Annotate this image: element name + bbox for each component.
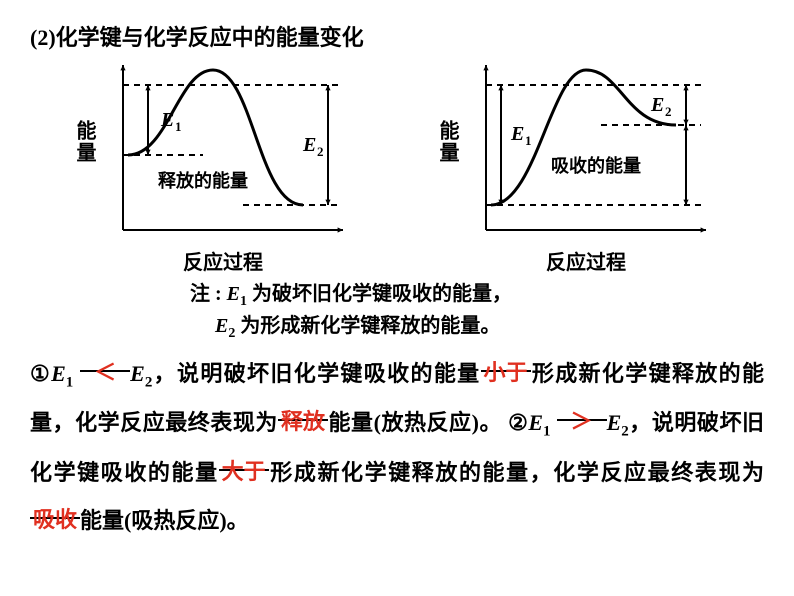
blank-p1-3: 释放	[278, 399, 328, 421]
blank-p2-cmp: ＞	[557, 399, 607, 421]
note-e1-sub: 1	[240, 294, 247, 309]
p2-t2: 形成新化学键释放的能量，化学反应最终表现为	[269, 460, 764, 485]
svg-text:2: 2	[317, 144, 324, 159]
svg-text:1: 1	[525, 133, 532, 148]
item-1-num: ①	[30, 361, 51, 386]
blank-p2-3: 吸收	[30, 497, 80, 519]
item-2-num: ②	[508, 410, 528, 435]
svg-text:E: E	[510, 123, 524, 145]
p2-e1: E	[528, 410, 543, 435]
p2-e1s: 1	[543, 424, 551, 440]
p2-e2: E	[607, 410, 622, 435]
p1-t3: 能量(放热反应)。	[328, 410, 502, 435]
p1-e1: E	[51, 361, 66, 386]
svg-text:2: 2	[665, 104, 672, 119]
chart-1-ylabel: 能量	[70, 120, 99, 164]
chart-2-wrap: 能量 E1E2吸收的能量 反应过程	[433, 60, 706, 275]
blank-p1-cmp: ＜	[80, 350, 130, 372]
note-e2: E	[215, 315, 228, 337]
chart-2-svg: E1E2吸收的能量	[466, 60, 706, 240]
chart-1-svg: E1E2释放的能量	[103, 60, 343, 240]
body-text: ①E1 ＜E2，说明破坏旧化学键吸收的能量小于形成新化学键释放的能量，化学反应最…	[30, 350, 764, 546]
chart-1-xlabel: 反应过程	[183, 246, 263, 275]
fill-p1-cmp: ＜	[94, 360, 116, 385]
svg-text:1: 1	[175, 119, 182, 134]
chart-1: E1E2释放的能量 反应过程	[103, 60, 343, 275]
blank-p2-2: 大于	[219, 449, 269, 471]
note-prefix: 注 :	[190, 283, 227, 305]
note-line2-text: 为形成新化学键释放的能量。	[235, 315, 500, 337]
charts-container: 能量 E1E2释放的能量 反应过程 能量 E1E2吸收的能量 反应过程	[70, 60, 706, 275]
chart-2-xlabel: 反应过程	[546, 246, 626, 275]
note-e1: E	[227, 283, 240, 305]
svg-text:E: E	[160, 109, 174, 131]
p2-t3: 能量(吸热反应)。	[80, 508, 249, 533]
chart-2: E1E2吸收的能量 反应过程	[466, 60, 706, 275]
chart-1-wrap: 能量 E1E2释放的能量 反应过程	[70, 60, 343, 275]
svg-text:释放的能量: 释放的能量	[158, 170, 248, 191]
fill-p1-2: 小于	[484, 360, 528, 385]
svg-text:E: E	[650, 94, 664, 116]
chart-2-ylabel: 能量	[433, 120, 462, 164]
blank-p1-2: 小于	[481, 350, 531, 372]
p1-t1: ，说明破坏旧化学键吸收的能量	[152, 361, 480, 386]
fill-p2-cmp: ＞	[571, 409, 593, 434]
footnote: 注 : E1 为破坏旧化学键吸收的能量， E2 为形成新化学键释放的能量。	[190, 280, 512, 343]
svg-text:E: E	[302, 134, 316, 156]
svg-text:吸收的能量: 吸收的能量	[551, 155, 641, 176]
fill-p2-2: 大于	[222, 459, 266, 484]
note-line1-text: 为破坏旧化学键吸收的能量，	[247, 283, 512, 305]
section-title: (2)化学键与化学反应中的能量变化	[30, 20, 364, 52]
p2-e2s: 2	[621, 424, 629, 440]
fill-p1-3: 释放	[281, 409, 325, 434]
p1-e2: E	[130, 361, 145, 386]
fill-p2-3: 吸收	[33, 507, 77, 532]
p1-e1s: 1	[66, 374, 74, 390]
